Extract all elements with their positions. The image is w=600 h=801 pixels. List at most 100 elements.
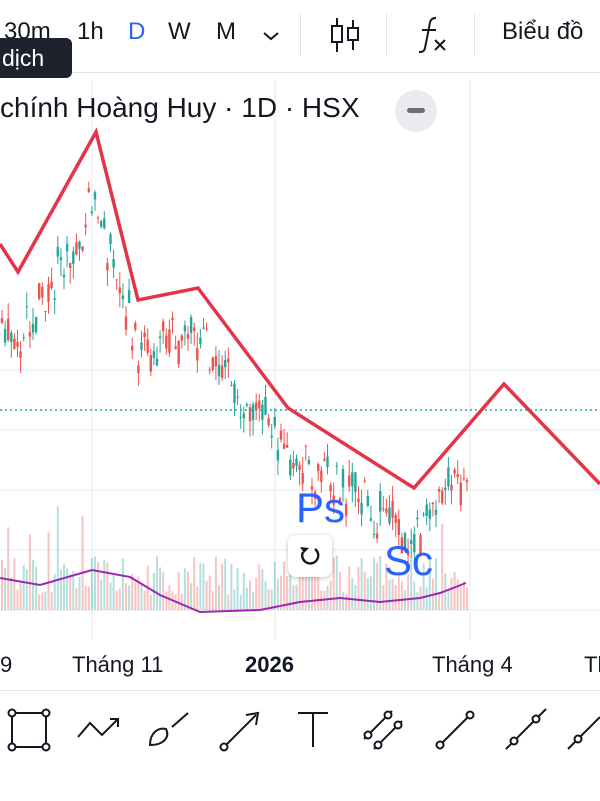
candle-body — [127, 290, 131, 304]
candle-body — [233, 383, 236, 404]
candle-body — [270, 435, 273, 438]
brush-tool[interactable] — [144, 705, 194, 755]
fx-icon — [418, 17, 446, 53]
candle-body — [239, 417, 242, 419]
volume-bar — [425, 587, 428, 610]
candle-body — [282, 443, 286, 449]
volume-bar — [199, 562, 202, 610]
candle-body — [230, 385, 233, 387]
volume-bar — [435, 558, 437, 610]
volume-bar — [270, 589, 273, 610]
separator — [300, 14, 301, 56]
parallel-channel-tool[interactable] — [358, 705, 408, 755]
volume-bar — [53, 573, 56, 610]
volume-bar — [363, 571, 366, 610]
volume-bar — [382, 585, 385, 610]
x-axis-label: Tháng 4 — [432, 652, 513, 677]
candle-body — [96, 217, 100, 219]
volume-bar — [298, 577, 301, 610]
candle-body — [177, 340, 180, 365]
path-tool[interactable] — [74, 705, 124, 755]
candle-body — [143, 332, 146, 338]
volume-bar — [162, 572, 165, 610]
candle-body — [171, 317, 174, 320]
candle-body — [437, 489, 441, 492]
collapse-legend-button[interactable] — [395, 90, 437, 132]
candle-body — [279, 430, 283, 440]
volume-bar — [326, 585, 329, 610]
volume-bar — [10, 577, 13, 610]
candle-body — [444, 487, 447, 491]
candle-body — [227, 358, 230, 363]
zigzag-line[interactable] — [0, 127, 600, 491]
interval-1h[interactable]: 1h — [77, 18, 104, 45]
candle-body — [410, 539, 413, 545]
candle-body — [403, 533, 407, 550]
volume-bar — [304, 567, 307, 610]
volume-bar — [143, 590, 146, 610]
candle-body — [317, 463, 320, 472]
candle-body — [397, 519, 400, 536]
candle-body — [10, 332, 13, 343]
candle-body — [292, 462, 295, 469]
candle-body — [180, 335, 183, 341]
candle-body — [81, 246, 84, 251]
volume-bar — [131, 573, 134, 610]
volume-bar — [211, 591, 214, 610]
interval-w[interactable]: W — [168, 18, 191, 45]
volume-bar — [289, 570, 292, 610]
candle-body — [348, 475, 351, 487]
volume-bar — [307, 560, 310, 610]
volume-bar — [345, 594, 348, 610]
candle-body — [382, 508, 385, 510]
candle-body — [16, 341, 19, 347]
rectangle-tool[interactable] — [4, 705, 54, 755]
candle-body — [304, 445, 307, 447]
chart-menu-button[interactable]: Biểu đồ — [502, 18, 584, 45]
chart-type-button[interactable] — [328, 16, 362, 61]
volume-bar — [267, 589, 270, 610]
volume-bar — [245, 587, 248, 610]
candle-body — [255, 402, 258, 410]
volume-bar — [400, 581, 403, 610]
candle-body — [391, 500, 394, 518]
volume-bar — [376, 562, 379, 610]
indicators-button[interactable] — [416, 14, 450, 61]
annotation-sc[interactable]: Sc — [384, 537, 434, 584]
interval-d[interactable]: D — [128, 18, 146, 45]
reset-chart-button[interactable] — [288, 535, 332, 577]
candle-body — [375, 533, 379, 539]
text-tool[interactable] — [288, 705, 338, 755]
candle-body — [47, 283, 50, 302]
trend-line-tool[interactable] — [430, 705, 480, 755]
volume-bar — [66, 568, 69, 610]
ray-tool[interactable] — [500, 705, 550, 755]
candle-body — [3, 328, 7, 343]
chevron-down-icon — [263, 32, 279, 41]
interval-m[interactable]: M — [216, 18, 236, 45]
candle-body — [87, 188, 90, 192]
candle-body — [301, 472, 304, 484]
x-axis-label: 2026 — [245, 652, 294, 677]
candle-body — [84, 224, 87, 228]
interval-dropdown[interactable] — [262, 22, 280, 50]
volume-bar — [276, 578, 279, 610]
annotation-ps[interactable]: Ps — [296, 484, 346, 531]
volume-bar — [214, 556, 217, 610]
volume-bar — [137, 576, 140, 610]
candle-body — [134, 323, 137, 330]
candle-body — [267, 418, 270, 426]
candle-body — [75, 242, 78, 255]
candle-body — [50, 281, 53, 289]
arrow-tool[interactable] — [216, 705, 266, 755]
volume-bar — [255, 577, 258, 610]
volume-bar — [103, 559, 106, 610]
reset-icon — [300, 547, 320, 565]
extended-line-tool[interactable] — [566, 705, 600, 755]
volume-bar — [50, 592, 53, 610]
x-axis-label: 9 — [0, 652, 13, 677]
price-chart[interactable] — [0, 80, 600, 640]
candle-body — [462, 478, 466, 480]
rectangle-icon — [7, 708, 51, 752]
candle-body — [450, 484, 453, 491]
